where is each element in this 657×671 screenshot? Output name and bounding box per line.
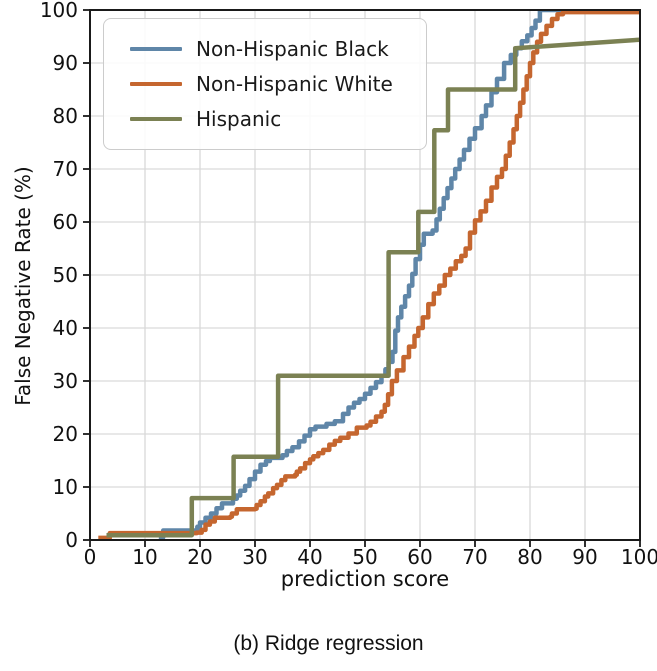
legend: Non-Hispanic Black Non-Hispanic White Hi… xyxy=(103,18,427,150)
x-tick-label: 40 xyxy=(297,545,323,569)
legend-item: Non-Hispanic Black xyxy=(130,33,426,65)
y-tick-label: 20 xyxy=(52,422,78,446)
x-tick-label: 60 xyxy=(407,545,433,569)
y-axis-title: False Negative Rate (%) xyxy=(11,166,35,406)
legend-item: Hispanic xyxy=(130,103,426,135)
data-curves xyxy=(98,10,640,540)
x-tick-label: 100 xyxy=(620,545,657,569)
series-line-swatch xyxy=(130,81,182,87)
y-tick-label: 0 xyxy=(65,528,78,552)
legend-label: Non-Hispanic Black xyxy=(196,37,389,61)
x-tick-label: 50 xyxy=(352,545,378,569)
y-tick-label: 100 xyxy=(39,0,78,22)
y-tick-label: 80 xyxy=(52,104,78,128)
y-tick-label: 90 xyxy=(52,51,78,75)
legend-label: Hispanic xyxy=(196,107,282,131)
x-tick-label: 0 xyxy=(83,545,97,569)
y-tick-label: 10 xyxy=(52,475,78,499)
legend-item: Non-Hispanic White xyxy=(130,68,426,100)
figure-caption: (b) Ridge regression xyxy=(233,632,424,655)
y-tick-label: 60 xyxy=(52,210,78,234)
x-tick-label: 70 xyxy=(462,545,488,569)
y-tick-label: 50 xyxy=(52,263,78,287)
x-tick-label: 30 xyxy=(242,545,268,569)
axis-tick-marks xyxy=(83,9,641,547)
x-tick-label: 80 xyxy=(517,545,543,569)
series-line-swatch xyxy=(130,46,182,52)
x-tick-label: 10 xyxy=(132,545,158,569)
series-line-non-hispanic-white xyxy=(98,10,640,540)
x-axis-title: prediction score xyxy=(280,567,450,591)
y-tick-label: 40 xyxy=(52,316,78,340)
x-tick-label: 20 xyxy=(187,545,213,569)
series-line-swatch xyxy=(130,116,182,122)
plot-border xyxy=(89,9,641,541)
y-tick-label: 30 xyxy=(52,369,78,393)
x-tick-label: 90 xyxy=(572,545,598,569)
y-tick-label: 70 xyxy=(52,157,78,181)
series-line-hispanic xyxy=(106,37,640,538)
legend-label: Non-Hispanic White xyxy=(196,72,393,96)
